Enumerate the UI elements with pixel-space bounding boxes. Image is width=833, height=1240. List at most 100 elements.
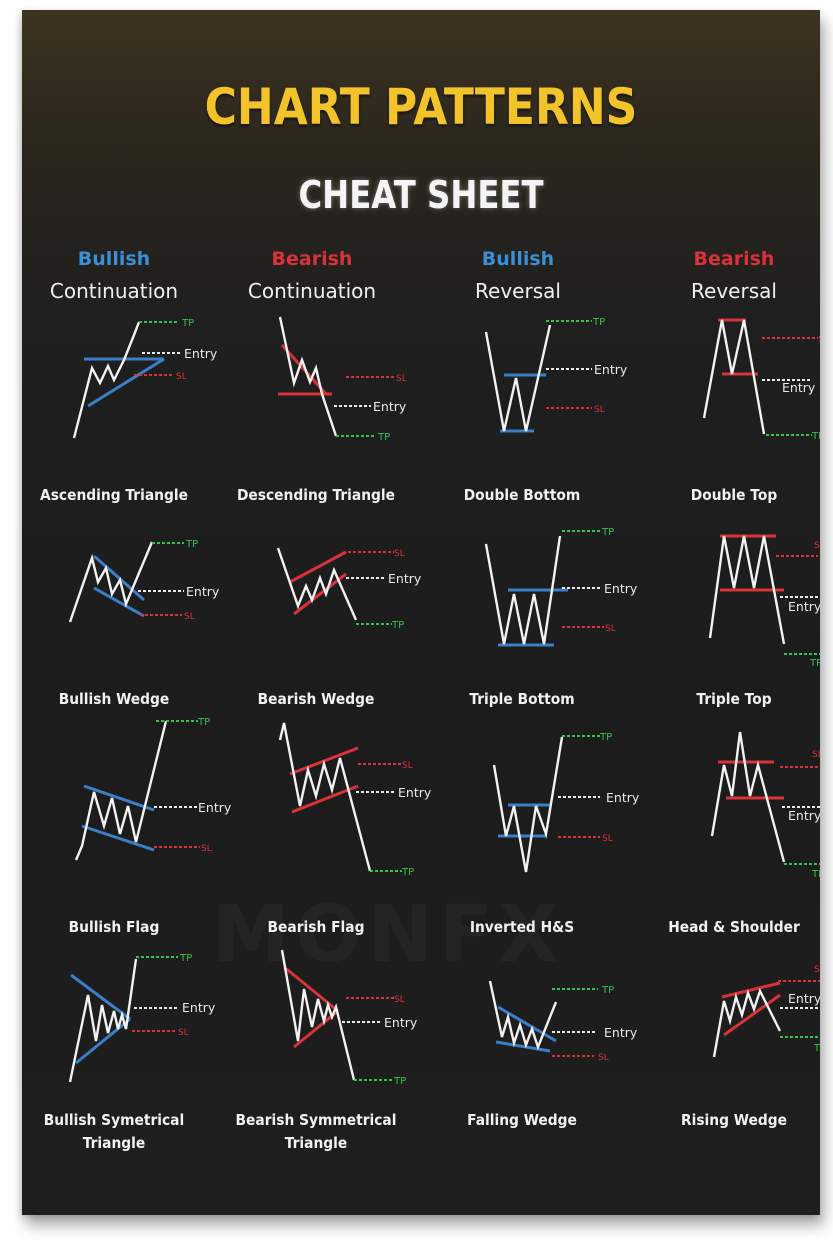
svg-text:TP: TP bbox=[185, 539, 198, 550]
svg-text:Entry: Entry bbox=[594, 362, 628, 377]
bullish-symmetrical-triangle-diagram: TP Entry SL bbox=[68, 953, 216, 1083]
column-type: Continuation bbox=[49, 279, 179, 303]
svg-text:SL: SL bbox=[814, 965, 820, 975]
svg-text:SL: SL bbox=[201, 844, 212, 854]
pattern-name: Descending Triangle bbox=[236, 486, 396, 504]
pattern-name: Triple Bottom bbox=[469, 690, 575, 708]
svg-text:SL: SL bbox=[394, 549, 405, 559]
svg-text:SL: SL bbox=[605, 624, 616, 634]
column-header-bearish-continuation: Bearish Continuation bbox=[212, 248, 412, 303]
svg-text:TP: TP bbox=[179, 953, 192, 964]
pattern-inverted-head-and-shoulders: TP Entry SL Inverted H&S bbox=[422, 710, 640, 936]
svg-text:Entry: Entry bbox=[373, 399, 407, 414]
bearish-wedge-diagram: SL Entry TP bbox=[276, 547, 422, 631]
svg-text:SL: SL bbox=[598, 1053, 609, 1063]
svg-text:Entry: Entry bbox=[388, 571, 422, 586]
pattern-falling-wedge: TP Entry SL Falling Wedge bbox=[422, 945, 638, 1165]
svg-text:SL: SL bbox=[594, 405, 605, 415]
pattern-double-top: SL Entry TP Double Top bbox=[634, 310, 820, 510]
pattern-ascending-triangle: TP Entry SL Ascending Triangle bbox=[22, 310, 218, 510]
svg-text:SL: SL bbox=[394, 995, 405, 1005]
pattern-name: Head & Shoulder bbox=[668, 918, 800, 936]
poster-subtitle: CHEAT SHEET bbox=[298, 173, 544, 217]
pattern-descending-triangle: SL Entry TP Descending Triangle bbox=[216, 310, 416, 510]
triple-top-diagram: SL Entry TP bbox=[708, 534, 820, 669]
bearish-symmetrical-triangle-diagram: SL Entry TP bbox=[280, 949, 418, 1087]
svg-text:TP: TP bbox=[197, 717, 210, 728]
column-sentiment: Bullish bbox=[77, 248, 151, 270]
pattern-name: Triple Top bbox=[696, 690, 772, 708]
svg-text:Entry: Entry bbox=[184, 346, 218, 361]
rising-wedge-diagram: SL Entry TP bbox=[712, 965, 820, 1058]
svg-text:TP: TP bbox=[809, 658, 820, 669]
svg-text:Entry: Entry bbox=[788, 991, 820, 1006]
pattern-bullish-wedge: TP Entry SL Bullish Wedge bbox=[22, 520, 220, 720]
bullish-wedge-diagram: TP Entry SL bbox=[68, 539, 220, 623]
svg-text:SL: SL bbox=[396, 374, 407, 384]
column-type: Continuation bbox=[247, 279, 377, 303]
pattern-name: Double Top bbox=[690, 486, 778, 504]
pattern-name: Rising Wedge bbox=[680, 1111, 788, 1129]
svg-text:TP: TP bbox=[592, 317, 605, 328]
pattern-head-and-shoulder: SL Entry TP Head & Shoulder bbox=[634, 710, 820, 936]
triple-bottom-diagram: TP Entry SL bbox=[484, 527, 638, 647]
pattern-name-line1: Bullish Symetrical bbox=[43, 1111, 185, 1129]
svg-text:SL: SL bbox=[602, 834, 613, 844]
svg-text:TP: TP bbox=[811, 869, 820, 880]
svg-text:TP: TP bbox=[401, 867, 414, 878]
svg-text:Entry: Entry bbox=[198, 800, 232, 815]
svg-text:SL: SL bbox=[178, 1028, 189, 1038]
pattern-double-bottom: TP Entry SL Double Bottom bbox=[422, 310, 628, 510]
ascending-triangle-diagram: TP Entry SL bbox=[72, 318, 218, 439]
svg-text:Entry: Entry bbox=[788, 808, 820, 823]
svg-text:TP: TP bbox=[599, 732, 612, 743]
svg-text:Entry: Entry bbox=[398, 785, 432, 800]
pattern-name-line2: Triangle bbox=[284, 1134, 348, 1152]
svg-text:TP: TP bbox=[391, 620, 404, 631]
svg-text:TP: TP bbox=[393, 1076, 406, 1087]
double-bottom-diagram: TP Entry SL bbox=[484, 317, 628, 433]
pattern-triple-top: SL Entry TP Triple Top bbox=[634, 520, 820, 720]
column-sentiment: Bullish bbox=[481, 248, 555, 270]
pattern-bullish-flag: TP Entry SL Bullish Flag bbox=[22, 710, 232, 936]
poster-title: CHART PATTERNS bbox=[204, 78, 638, 136]
svg-text:Entry: Entry bbox=[604, 1025, 638, 1040]
svg-text:SL: SL bbox=[184, 612, 195, 622]
pattern-bearish-symmetrical-triangle: SL Entry TP Bearish Symmetrical Triangle bbox=[216, 945, 418, 1165]
svg-text:TP: TP bbox=[813, 1043, 820, 1054]
svg-text:TP: TP bbox=[377, 432, 390, 443]
svg-text:SL: SL bbox=[818, 335, 820, 345]
pattern-name: Bearish Wedge bbox=[257, 690, 375, 708]
pattern-bullish-symmetrical-triangle: TP Entry SL Bullish Symetrical Triangle bbox=[22, 945, 216, 1165]
column-type: Reversal bbox=[475, 279, 561, 303]
pattern-bearish-wedge: SL Entry TP Bearish Wedge bbox=[216, 520, 422, 720]
column-sentiment: Bearish bbox=[271, 248, 353, 270]
pattern-name: Ascending Triangle bbox=[40, 486, 188, 504]
pattern-name: Double Bottom bbox=[463, 486, 581, 504]
pattern-name: Bullish Symetrical Triangle bbox=[22, 1109, 206, 1155]
pattern-name: Falling Wedge bbox=[467, 1111, 577, 1129]
bullish-flag-diagram: TP Entry SL bbox=[74, 717, 232, 861]
pattern-name: Inverted H&S bbox=[469, 918, 575, 936]
pattern-name: Bullish Flag bbox=[68, 918, 160, 936]
svg-text:TP: TP bbox=[181, 318, 194, 329]
column-sentiment: Bearish bbox=[693, 248, 775, 270]
svg-text:Entry: Entry bbox=[606, 790, 640, 805]
pattern-name: Bearish Symmetrical Triangle bbox=[224, 1109, 408, 1155]
svg-text:SL: SL bbox=[812, 750, 820, 760]
svg-text:Entry: Entry bbox=[788, 599, 820, 614]
svg-text:Entry: Entry bbox=[384, 1015, 418, 1030]
svg-text:SL: SL bbox=[402, 761, 413, 771]
column-header-bullish-reversal: Bullish Reversal bbox=[418, 248, 618, 303]
cheat-sheet-poster: MONFX CHART PATTERNS CHEAT SHEET Bullish… bbox=[22, 10, 820, 1215]
svg-text:SL: SL bbox=[176, 372, 187, 382]
pattern-bearish-flag: SL Entry TP Bearish Flag bbox=[216, 710, 432, 936]
pattern-name-line2: Triangle bbox=[82, 1134, 146, 1152]
svg-text:TP: TP bbox=[601, 985, 614, 996]
svg-text:Entry: Entry bbox=[782, 380, 816, 395]
pattern-name: Bullish Wedge bbox=[58, 690, 170, 708]
column-header-bullish-continuation: Bullish Continuation bbox=[22, 248, 214, 303]
svg-text:TP: TP bbox=[811, 431, 820, 442]
descending-triangle-diagram: SL Entry TP bbox=[278, 316, 407, 443]
pattern-triple-bottom: TP Entry SL Triple Bottom bbox=[422, 520, 638, 720]
